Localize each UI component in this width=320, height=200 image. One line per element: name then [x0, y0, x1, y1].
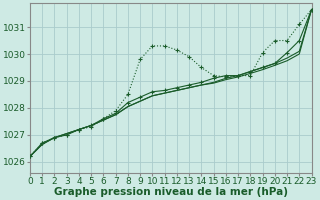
X-axis label: Graphe pression niveau de la mer (hPa): Graphe pression niveau de la mer (hPa)	[54, 187, 288, 197]
